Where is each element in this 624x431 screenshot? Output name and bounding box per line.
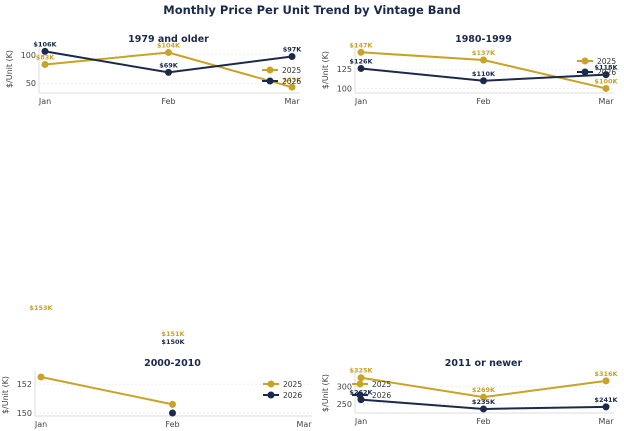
data-label: $100K bbox=[594, 77, 618, 85]
data-label: $147K bbox=[349, 41, 373, 49]
data-point bbox=[41, 60, 49, 68]
legend-label: 2026 bbox=[372, 391, 391, 400]
data-label: $269K bbox=[472, 386, 496, 394]
data-label: $126K bbox=[349, 57, 373, 65]
data-point bbox=[165, 49, 172, 57]
x-tick-label: Jan bbox=[34, 420, 47, 429]
legend-label: 2026 bbox=[282, 77, 301, 86]
data-label: $153K bbox=[29, 304, 53, 312]
data-label: $118K bbox=[594, 64, 618, 72]
data-point bbox=[480, 77, 487, 85]
y-axis-label: $/Unit (K) bbox=[321, 51, 330, 89]
legend-marker bbox=[356, 391, 364, 399]
x-tick-label: Feb bbox=[476, 97, 490, 106]
x-tick-label: Jan bbox=[354, 97, 367, 106]
data-point bbox=[41, 47, 49, 55]
data-label: $43K bbox=[283, 76, 303, 84]
y-tick-label: 50 bbox=[26, 79, 36, 88]
x-tick-label: Feb bbox=[161, 97, 175, 106]
data-point bbox=[165, 68, 172, 76]
series-line-2025 bbox=[40, 376, 173, 406]
x-tick-label: Jan bbox=[38, 97, 51, 106]
legend-marker bbox=[267, 380, 275, 388]
data-label: $325K bbox=[349, 367, 373, 375]
legend-marker bbox=[266, 77, 274, 85]
legend-marker bbox=[267, 391, 275, 399]
legend-label: 2025 bbox=[283, 380, 302, 389]
y-tick-label: 300 bbox=[337, 382, 352, 391]
y-tick-label: 250 bbox=[337, 400, 352, 409]
y-tick-label: 152 bbox=[17, 380, 32, 389]
data-label: $69K bbox=[159, 61, 179, 69]
data-point bbox=[288, 53, 296, 61]
legend-label: 2026 bbox=[283, 391, 302, 400]
data-point bbox=[480, 393, 487, 401]
data-point bbox=[357, 374, 365, 382]
panel-title: 1979 and older bbox=[128, 34, 209, 45]
data-point bbox=[480, 56, 487, 64]
legend-label: 2025 bbox=[282, 66, 301, 75]
data-label: $241K bbox=[594, 396, 618, 404]
x-tick-label: Jan bbox=[354, 417, 367, 426]
data-label: $83K bbox=[36, 53, 56, 61]
legend-marker bbox=[581, 68, 589, 76]
x-tick-label: Feb bbox=[165, 420, 179, 429]
legend-label: 2025 bbox=[372, 380, 391, 389]
y-axis-label: $/Unit (K) bbox=[5, 50, 14, 88]
x-tick-label: Mar bbox=[598, 417, 614, 426]
data-point bbox=[288, 83, 296, 91]
data-point bbox=[169, 400, 176, 408]
data-label: $106K bbox=[33, 40, 57, 48]
legend-marker bbox=[266, 66, 274, 74]
y-tick-label: 150 bbox=[17, 409, 32, 418]
x-tick-label: Mar bbox=[598, 97, 614, 106]
legend-label: 2025 bbox=[597, 57, 616, 66]
data-label: $316K bbox=[594, 370, 618, 378]
panel-title: 2000-2010 bbox=[144, 358, 201, 369]
legend-label: 2026 bbox=[597, 68, 616, 77]
y-axis-label: $/Unit (K) bbox=[321, 374, 330, 412]
x-tick-label: Mar bbox=[296, 420, 312, 429]
data-label: $97K bbox=[283, 46, 303, 54]
data-label: $104K bbox=[157, 42, 181, 50]
data-point bbox=[602, 84, 610, 92]
data-point bbox=[480, 405, 487, 413]
y-axis-label: $/Unit (K) bbox=[1, 376, 10, 414]
data-label: $151K bbox=[161, 330, 185, 338]
x-tick-label: Feb bbox=[476, 417, 490, 426]
legend-marker bbox=[581, 57, 589, 65]
panel-title: 2011 or newer bbox=[445, 358, 523, 369]
data-label: $137K bbox=[472, 49, 496, 57]
data-label: $150K bbox=[161, 338, 185, 346]
legend-marker bbox=[356, 380, 364, 388]
x-tick-label: Mar bbox=[284, 97, 300, 106]
y-tick-label: 100 bbox=[337, 84, 352, 93]
main-title: Monthly Price Per Unit Trend by Vintage … bbox=[163, 3, 461, 17]
y-tick-label: 100 bbox=[21, 51, 36, 60]
data-point bbox=[37, 373, 45, 381]
panel-title: 1980-1999 bbox=[455, 34, 512, 45]
data-label: $235K bbox=[472, 398, 496, 406]
data-point bbox=[602, 377, 610, 385]
data-point bbox=[169, 409, 176, 417]
data-label: $110K bbox=[472, 70, 496, 78]
data-point bbox=[357, 64, 365, 72]
data-point bbox=[602, 403, 610, 411]
y-tick-label: 125 bbox=[337, 65, 352, 74]
data-point bbox=[602, 71, 610, 79]
data-point bbox=[357, 48, 365, 56]
